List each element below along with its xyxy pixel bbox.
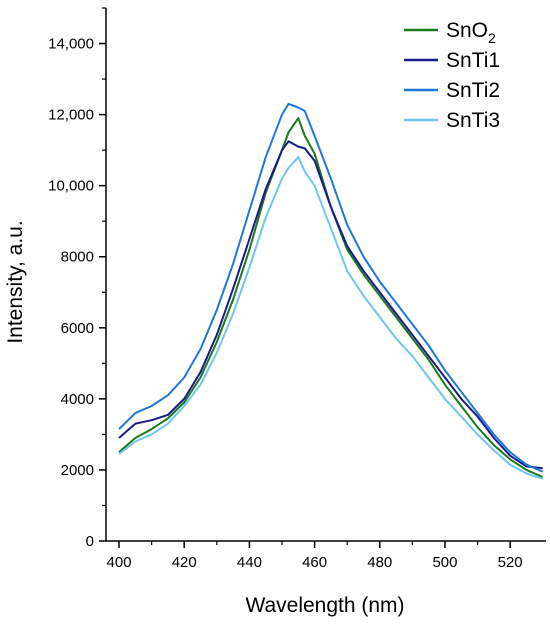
legend-label: SnTi1: [446, 49, 500, 72]
x-tick-label: 500: [432, 554, 457, 571]
y-tick-label: 8000: [61, 249, 94, 266]
axes: [99, 7, 546, 548]
legend: SnO2 SnTi1 SnTi2 SnTi3: [404, 19, 500, 132]
series-lines: [118, 102, 544, 480]
x-tick-label: 420: [172, 554, 197, 571]
series-line-snti1: [118, 140, 543, 470]
legend-label: SnTi2: [446, 79, 500, 102]
x-tick-label: 400: [107, 554, 132, 571]
y-tick-label: 2000: [61, 462, 94, 479]
y-tick-label: 10,000: [48, 178, 94, 195]
x-tick-labels: 400 420 440 460 480 500 520: [107, 554, 523, 571]
series-line-snti2: [118, 102, 544, 473]
y-tick-label: 14,000: [48, 36, 94, 53]
series-line-sno2: [118, 117, 544, 478]
y-tick-label: 12,000: [48, 107, 94, 124]
y-tick-label: 0: [86, 533, 94, 550]
x-tick-label: 440: [237, 554, 262, 571]
legend-label: SnO2: [446, 19, 496, 46]
x-axis-title: Wavelength (nm): [245, 594, 404, 617]
y-axis-title: Intensity, a.u.: [4, 220, 27, 343]
x-tick-label: 520: [498, 554, 523, 571]
x-tick-label: 480: [367, 554, 392, 571]
y-tick-label: 6000: [61, 320, 94, 337]
x-tick-label: 460: [302, 554, 327, 571]
y-tick-labels: 0 2000 4000 6000 8000 10,000 12,000 14,000: [48, 36, 94, 550]
y-tick-label: 4000: [61, 391, 94, 408]
legend-label: SnTi3: [446, 109, 500, 132]
series-line-snti3: [118, 156, 544, 480]
